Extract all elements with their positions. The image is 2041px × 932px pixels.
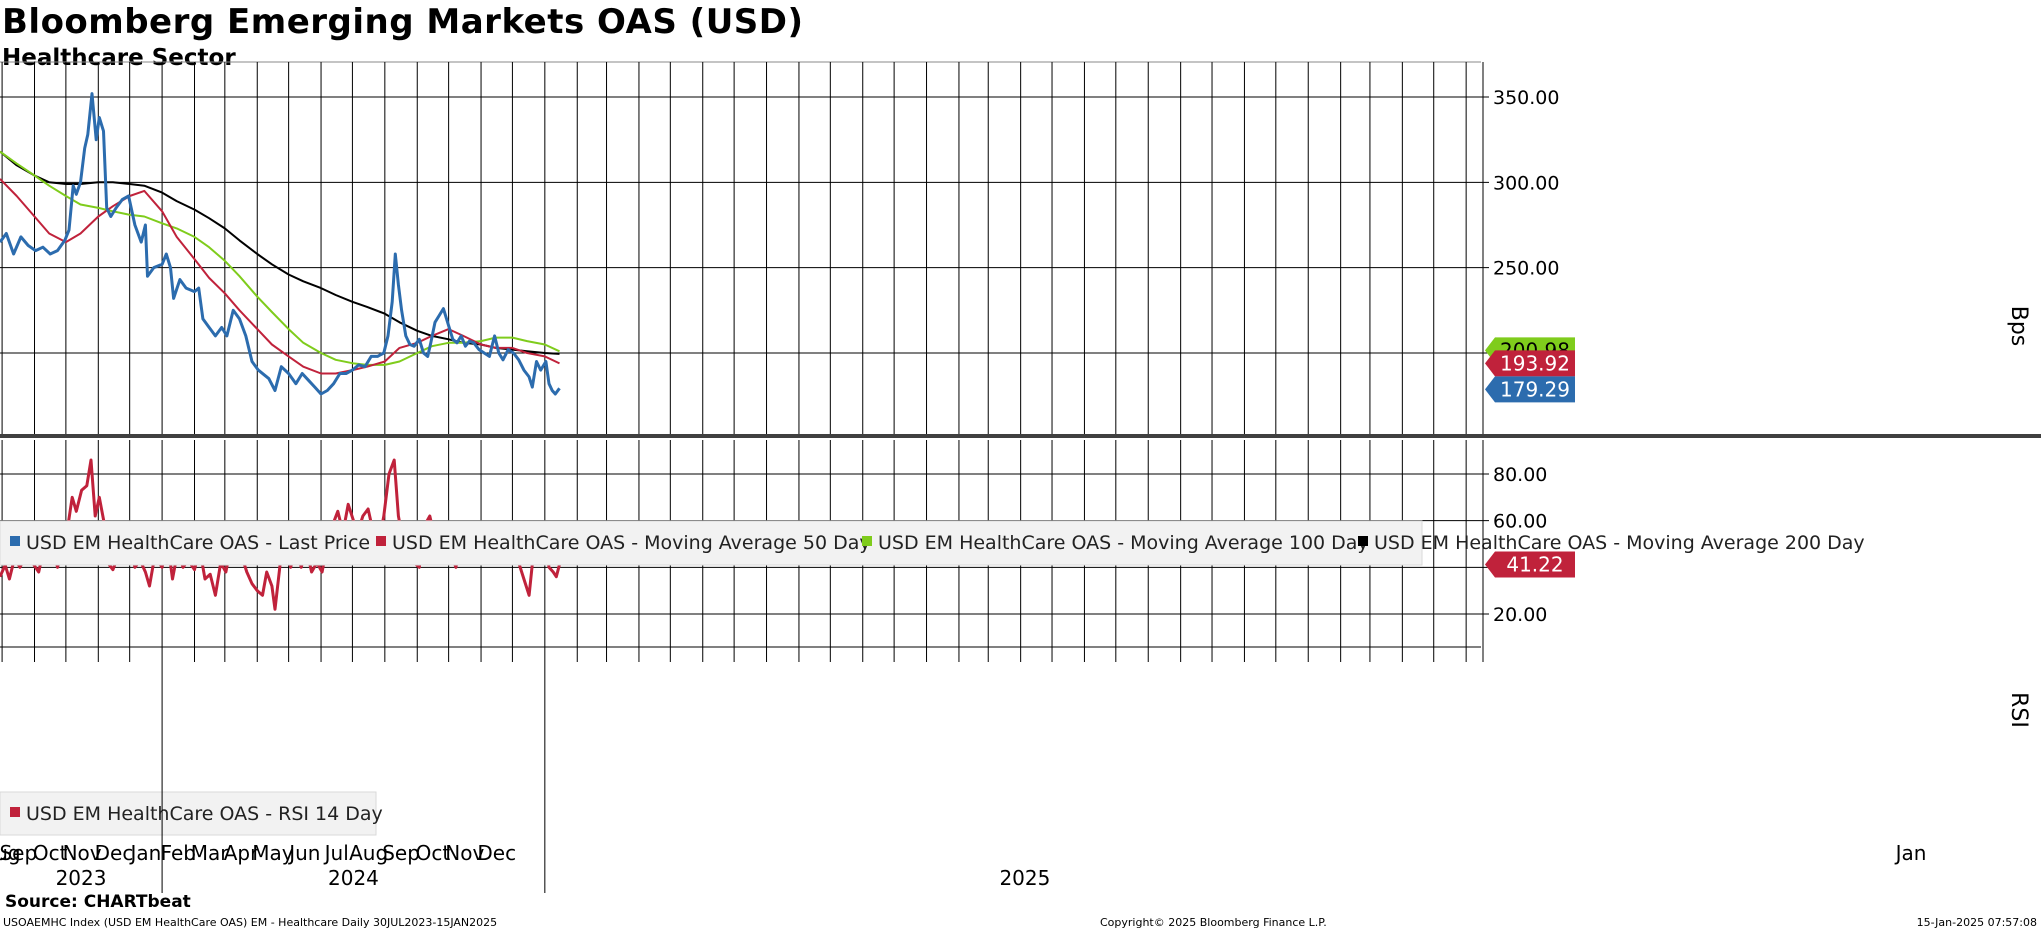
legend-box [0, 520, 1423, 566]
x-tick-label: Jan [1894, 841, 1927, 865]
legend-label-last_price: USD EM HealthCare OAS - Last Price [26, 532, 370, 554]
x-tick-label: Oct [33, 841, 68, 865]
legend-bottom: USD EM HealthCare OAS - RSI 14 Day [0, 791, 383, 836]
legend-layer: USD EM HealthCare OAS - Last Price USD EM… [0, 520, 1865, 836]
x-tick-label: Nov [445, 841, 484, 865]
axis-layer: 350.00 300.00 250.00 80.00 60.00 20.00 Bps RSI 2… [0, 62, 2031, 893]
y-tick-label: 300.00 [1493, 172, 1559, 194]
x-tick-label: Apr [224, 841, 259, 865]
legend-swatch-ma100 [862, 536, 872, 546]
legend-top: USD EM HealthCare OAS - Last Price USD EM… [0, 520, 1865, 566]
y-tick-label: 350.00 [1493, 87, 1559, 109]
x-tick-label: Aug [0, 841, 21, 865]
legend-swatch-last_price [10, 536, 20, 546]
x-tick-label: Dec [477, 841, 516, 865]
y-tick-label: 250.00 [1493, 258, 1559, 280]
x-year-label: 2025 [999, 866, 1050, 890]
x-year-label: 2023 [56, 866, 107, 890]
legend-label-rsi: USD EM HealthCare OAS - RSI 14 Day [26, 803, 383, 825]
legend-label-ma100: USD EM HealthCare OAS - Moving Average 1… [878, 532, 1369, 554]
series-line-ma50 [0, 178, 560, 375]
chart-subtitle: Healthcare Sector [2, 45, 236, 71]
value-tag-rsi-box [1485, 551, 1575, 578]
legend-label-ma200: USD EM HealthCare OAS - Moving Average 2… [1374, 532, 1865, 554]
value-tag-last-price-text: 179.29 [1500, 377, 1570, 401]
x-tick-label: Nov [63, 841, 102, 865]
x-year-label: 2024 [328, 866, 379, 890]
x-tick-label: Jan [128, 841, 161, 865]
x-tick-label: Sep [0, 841, 37, 865]
legend-box [0, 791, 377, 836]
y-axis-title: RSI [2006, 692, 2031, 728]
footer-copyright: Copyright© 2025 Bloomberg Finance L.P. [1100, 916, 1327, 929]
x-tick-label: Jun [287, 841, 320, 865]
x-tick-label: Dec [95, 841, 134, 865]
x-tick-label: May [252, 841, 294, 865]
series-line-ma100 [0, 150, 560, 366]
value-tag-ma50: 193.92 [1485, 350, 1575, 377]
grid-layer [0, 61, 2041, 662]
value-tag-rsi: 41.22 [1485, 551, 1575, 578]
footer-timestamp: 15-Jan-2025 07:57:08 [1916, 916, 2037, 929]
x-tick-label: Oct [416, 841, 451, 865]
value-tag-last-price: 179.29 [1485, 376, 1575, 403]
y-axis-title: Bps [2006, 306, 2031, 347]
legend-swatch-ma50 [376, 536, 386, 546]
y-tick-label: 60.00 [1493, 511, 1547, 533]
value-tag-ma50-text: 193.92 [1500, 351, 1570, 375]
x-tick-label: Feb [161, 841, 196, 865]
series-line-last_price [0, 92, 561, 396]
footer-index-info: USOAEMHC Index (USD EM HealthCare OAS) E… [3, 916, 498, 929]
x-tick-label: Jul [323, 841, 349, 865]
legend-swatch-rsi [10, 807, 20, 817]
x-tick-label: Aug [349, 841, 388, 865]
legend-label-ma50: USD EM HealthCare OAS - Moving Average 5… [392, 532, 871, 554]
value-tag-rsi-text: 41.22 [1506, 552, 1563, 576]
x-tick-label: Sep [382, 841, 420, 865]
y-tick-label: 20.00 [1493, 604, 1547, 626]
chart-title: Bloomberg Emerging Markets OAS (USD) [2, 2, 804, 42]
panel-divider [0, 434, 2041, 438]
value-tag-ma50-box [1485, 350, 1575, 377]
source-note: Source: CHARTbeat [5, 892, 191, 912]
y-tick-label: 80.00 [1493, 464, 1547, 486]
legend-swatch-ma200 [1358, 536, 1368, 546]
x-tick-label: Mar [191, 841, 230, 865]
value-tag-last-price-box [1485, 376, 1575, 403]
